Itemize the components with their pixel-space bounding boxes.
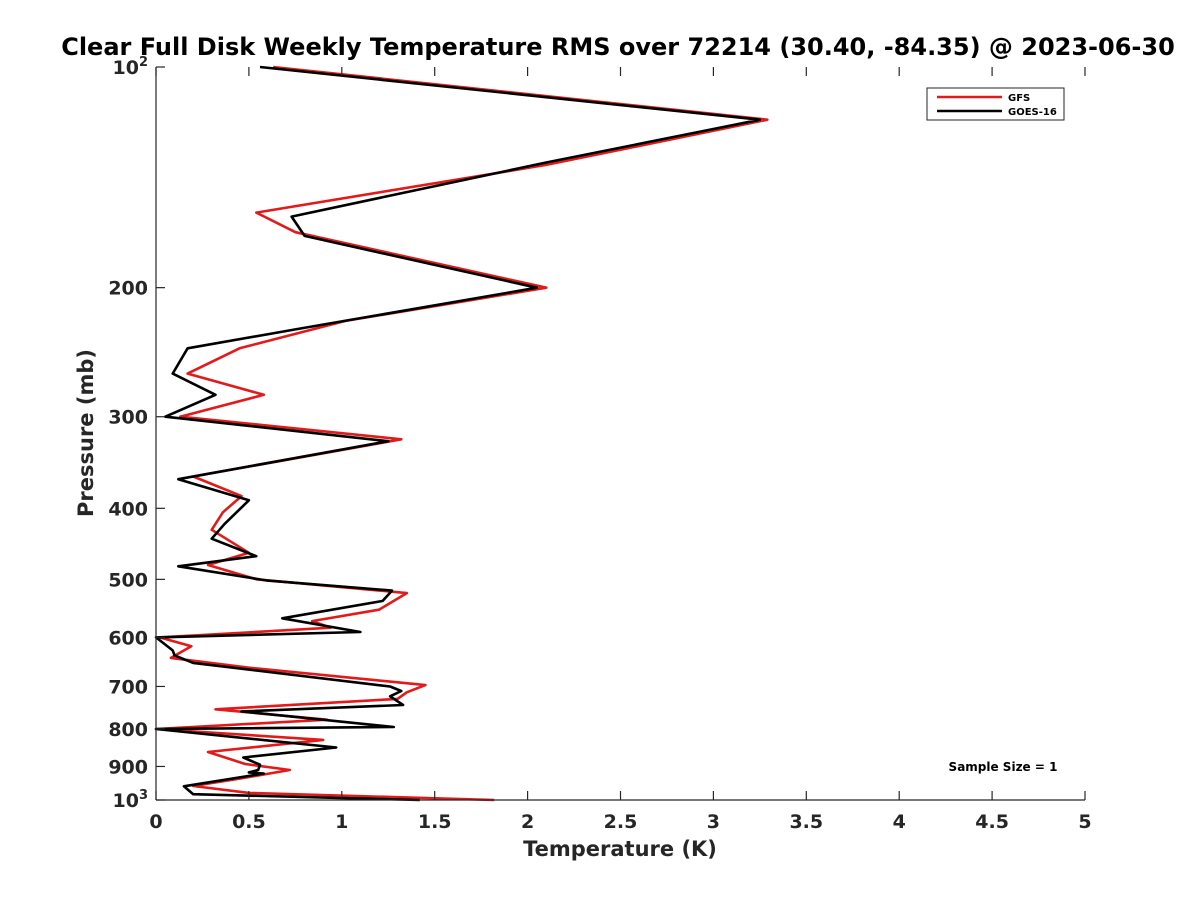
x-axis-label: Temperature (K) bbox=[523, 837, 717, 861]
y-tick-label: 500 bbox=[108, 569, 148, 591]
y-tick-label: 600 bbox=[108, 627, 148, 649]
x-tick-label: 5 bbox=[1078, 811, 1091, 833]
x-tick-label: 3.5 bbox=[789, 811, 823, 833]
y-tick-label: 300 bbox=[108, 407, 148, 429]
series-line-gfs bbox=[154, 65, 769, 802]
y-tick-label: 900 bbox=[108, 756, 148, 778]
y-tick-label: 103 bbox=[113, 788, 149, 812]
y-tick-label: 400 bbox=[108, 498, 148, 520]
y-tick-label: 700 bbox=[108, 676, 148, 698]
x-tick-label: 2 bbox=[521, 811, 534, 833]
x-tick-label: 3 bbox=[707, 811, 720, 833]
sample-size-annotation: Sample Size = 1 bbox=[949, 760, 1058, 774]
legend-label: GFS bbox=[1008, 93, 1030, 104]
legend-label: GOES-16 bbox=[1008, 107, 1057, 118]
legend: GFS GOES-16 bbox=[926, 87, 1065, 121]
series-line-goes-16 bbox=[154, 65, 762, 802]
y-ticks: 102 200 300 400 500 600 700 800 900 103 bbox=[108, 55, 165, 812]
y-tick-label: 800 bbox=[108, 719, 148, 741]
y-tick-label: 102 bbox=[113, 55, 149, 79]
plot-area bbox=[156, 67, 1085, 800]
legend-box bbox=[926, 87, 1065, 121]
x-ticks: 0 0.5 1 1.5 2 2.5 3 3.5 4 4.5 5 bbox=[149, 67, 1092, 833]
x-tick-label: 1 bbox=[335, 811, 348, 833]
x-tick-label: 2.5 bbox=[604, 811, 638, 833]
x-tick-label: 4 bbox=[893, 811, 906, 833]
series-layer bbox=[154, 65, 769, 802]
x-tick-label: 0.5 bbox=[232, 811, 266, 833]
chart-title: Clear Full Disk Weekly Temperature RMS o… bbox=[61, 33, 1175, 61]
x-tick-label: 0 bbox=[149, 811, 162, 833]
y-axis-label: Pressure (mb) bbox=[74, 349, 98, 517]
x-tick-label: 1.5 bbox=[418, 811, 452, 833]
y-tick-label: 200 bbox=[108, 278, 148, 300]
x-tick-label: 4.5 bbox=[975, 811, 1009, 833]
